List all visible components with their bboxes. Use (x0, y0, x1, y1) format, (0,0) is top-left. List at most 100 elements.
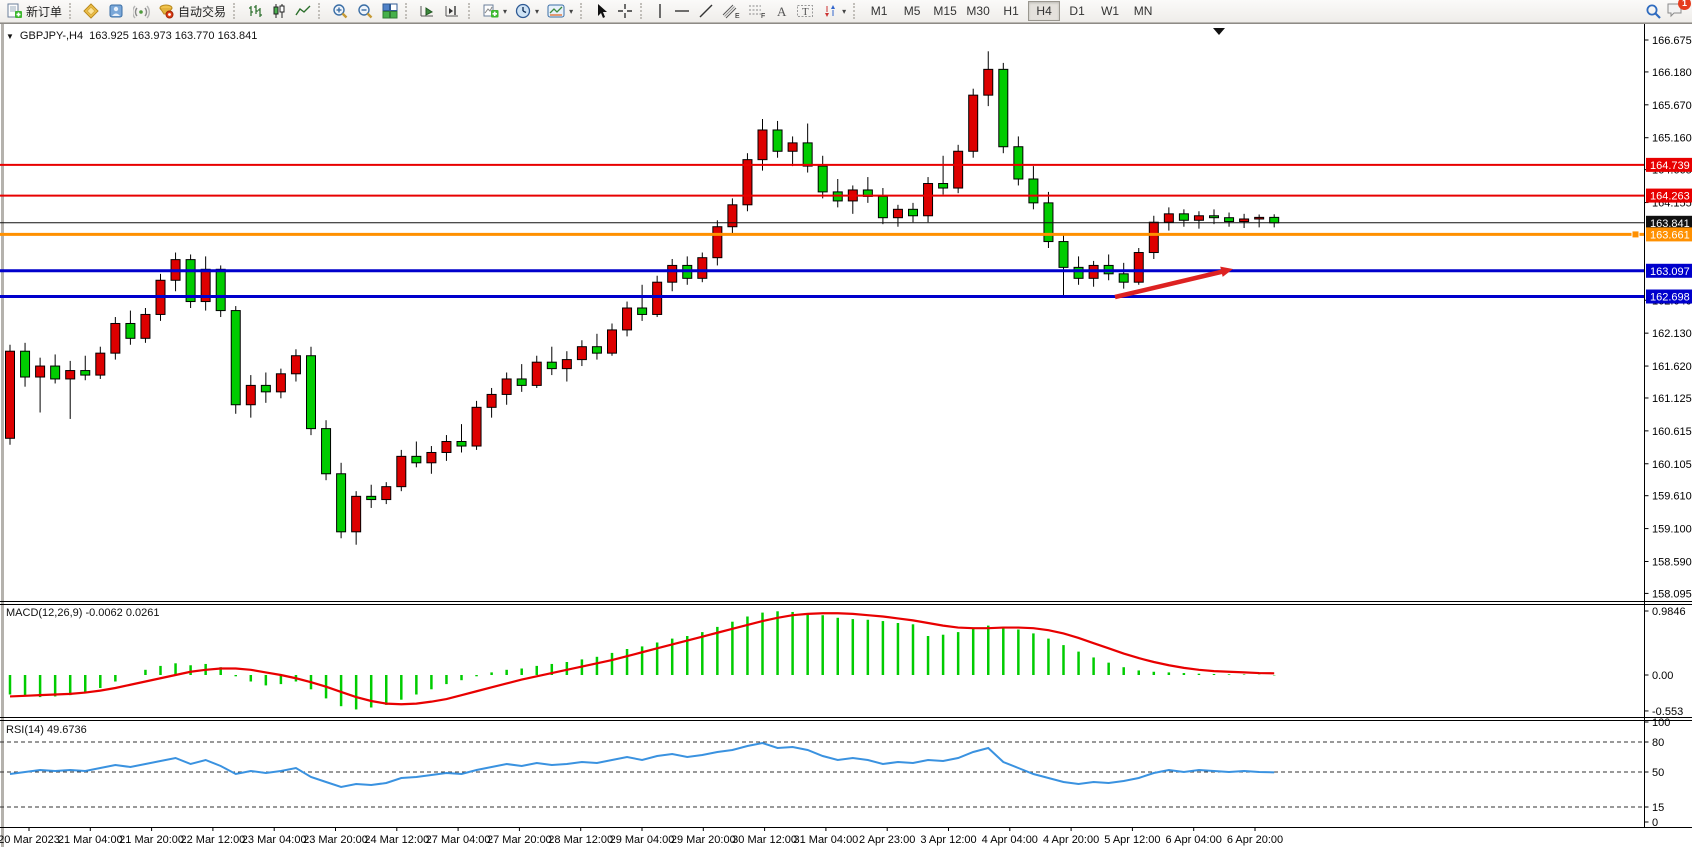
fibonacci-button[interactable]: F (744, 0, 770, 22)
data-window-icon (109, 4, 123, 18)
text-label-button[interactable]: T (792, 0, 818, 22)
svg-text:A: A (777, 4, 787, 19)
new-order-icon (7, 3, 22, 18)
svg-text:160.615: 160.615 (1652, 426, 1692, 438)
svg-text:0.00: 0.00 (1652, 670, 1673, 682)
horizontal-line-button[interactable] (670, 0, 694, 22)
toolbar-separator (69, 3, 76, 19)
autotrading-button[interactable]: 自动交易 (154, 0, 230, 22)
zoom-out-icon (358, 4, 373, 19)
horizontal-line-icon (675, 10, 690, 12)
chart-shift-button[interactable] (440, 0, 465, 22)
bar-chart-icon (249, 5, 263, 17)
toolbar-separator (853, 3, 860, 19)
zoom-out-button[interactable] (353, 0, 378, 22)
market-watch-icon (83, 3, 99, 19)
symbol-label: ▼ GBPJPY-,H4 163.925 163.973 163.770 163… (6, 30, 257, 42)
timeframe-bar: M1 M5 M15 M30 H1 H4 D1 W1 MN (863, 1, 1159, 21)
svg-text:22 Mar 12:00: 22 Mar 12:00 (180, 834, 245, 846)
chart-window[interactable]: ▼ GBPJPY-,H4 163.925 163.973 163.770 163… (0, 23, 1692, 847)
price-badge-163.841: 163.841 (1646, 215, 1692, 230)
timeframe-M30[interactable]: M30 (966, 4, 990, 18)
text-icon: A (777, 4, 787, 19)
rsi-label: RSI(14) 49.6736 (6, 724, 87, 736)
price-axis-labels: 166.675166.180165.670165.160164.665164.1… (1644, 35, 1692, 829)
templates-button[interactable]: ▾ (543, 0, 577, 22)
trendline-icon (699, 4, 713, 18)
periods-caret: ▾ (535, 6, 540, 16)
svg-text:29 Mar 04:00: 29 Mar 04:00 (610, 834, 675, 846)
timeframe-D1[interactable]: D1 (1069, 4, 1085, 18)
svg-text:15: 15 (1652, 802, 1664, 814)
svg-text:164.739: 164.739 (1650, 160, 1690, 172)
svg-text:6 Apr 20:00: 6 Apr 20:00 (1227, 834, 1283, 846)
svg-text:T: T (802, 6, 809, 18)
svg-text:159.100: 159.100 (1652, 524, 1692, 536)
svg-text:164.263: 164.263 (1650, 191, 1690, 203)
trend-arrow[interactable] (1114, 266, 1233, 300)
zoom-in-button[interactable] (328, 0, 353, 22)
svg-text:159.610: 159.610 (1652, 491, 1692, 503)
timeframe-H1[interactable]: H1 (1003, 4, 1019, 18)
search-button[interactable] (1641, 0, 1666, 22)
periods-button[interactable]: ▾ (511, 0, 543, 22)
svg-text:161.620: 161.620 (1652, 361, 1692, 373)
candlesticks[interactable] (5, 51, 1280, 545)
chart-canvas[interactable]: 166.675166.180165.670165.160164.665164.1… (0, 24, 1692, 847)
timeframe-M15[interactable]: M15 (933, 4, 957, 18)
toolbar-separator (233, 3, 240, 19)
data-window-button[interactable] (104, 0, 129, 22)
price-badge-164.263: 164.263 (1646, 188, 1692, 203)
notification-badge: 1 (1678, 0, 1691, 10)
arrows-caret: ▾ (842, 6, 847, 16)
svg-text:23 Mar 20:00: 23 Mar 20:00 (303, 834, 368, 846)
equidistant-channel-button[interactable]: E (718, 0, 744, 22)
timeframe-W1[interactable]: W1 (1101, 4, 1120, 18)
line-chart-button[interactable] (291, 0, 315, 22)
candlestick-button[interactable] (267, 0, 291, 22)
text-label-icon: T (797, 5, 814, 18)
toolbar-separator (468, 3, 475, 19)
new-order-button[interactable]: 新订单 (2, 0, 66, 22)
arrows-icon (825, 5, 836, 17)
tile-windows-icon (382, 3, 398, 19)
svg-text:F: F (761, 13, 765, 19)
svg-text:5 Apr 12:00: 5 Apr 12:00 (1104, 834, 1160, 846)
auto-scroll-button[interactable] (415, 0, 440, 22)
crosshair-icon (618, 4, 633, 18)
symbol-dropdown-icon[interactable]: ▼ (6, 31, 14, 41)
symbol-name: GBPJPY-,H4 (19, 30, 84, 42)
price-badge-162.698: 162.698 (1646, 289, 1692, 304)
svg-text:4 Apr 20:00: 4 Apr 20:00 (1043, 834, 1099, 846)
macd-label: MACD(12,26,9) -0.0062 0.0261 (6, 607, 160, 619)
price-badge-164.739: 164.739 (1646, 157, 1692, 172)
timeframe-M5[interactable]: M5 (903, 4, 921, 18)
crosshair-button[interactable] (613, 0, 637, 22)
market-watch-button[interactable] (79, 0, 104, 22)
hline-handle[interactable] (1631, 230, 1640, 239)
svg-text:163.841: 163.841 (1650, 218, 1690, 230)
cursor-button[interactable] (590, 0, 613, 22)
bar-chart-button[interactable] (243, 0, 267, 22)
indicators-button[interactable]: ▾ (478, 0, 511, 22)
timeframe-M1[interactable]: M1 (870, 4, 888, 18)
trendline-button[interactable] (694, 0, 718, 22)
templates-icon (547, 4, 565, 18)
svg-text:163.097: 163.097 (1650, 266, 1690, 278)
svg-text:27 Mar 04:00: 27 Mar 04:00 (426, 834, 491, 846)
signals-icon (133, 5, 151, 19)
timeframe-MN[interactable]: MN (1133, 4, 1153, 18)
svg-text:163.661: 163.661 (1650, 229, 1690, 241)
notifications-button[interactable]: 1 (1666, 0, 1691, 21)
svg-text:31 Mar 04:00: 31 Mar 04:00 (793, 834, 858, 846)
chart-shift-marker[interactable] (1213, 28, 1225, 35)
tile-windows-button[interactable] (378, 0, 402, 22)
svg-text:161.125: 161.125 (1652, 393, 1692, 405)
signals-button[interactable] (129, 0, 154, 22)
text-button[interactable]: A (770, 0, 792, 22)
arrows-button[interactable]: ▾ (818, 0, 850, 22)
vertical-line-button[interactable] (650, 0, 670, 22)
timeframe-H4[interactable]: H4 (1028, 1, 1061, 21)
templates-caret: ▾ (569, 6, 574, 16)
